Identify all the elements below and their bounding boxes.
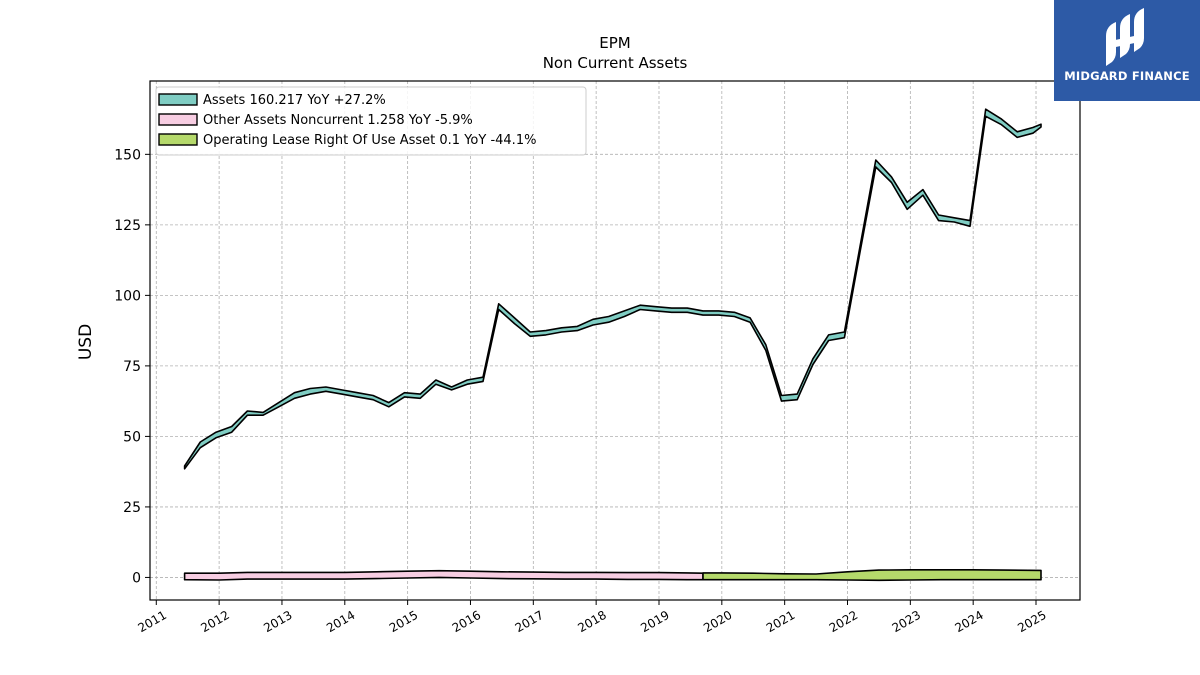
grid-layer xyxy=(150,81,1080,600)
x-tick-label: 2020 xyxy=(701,608,734,635)
x-tick-label: 2015 xyxy=(387,608,420,635)
chart-title-line-2: Non Current Assets xyxy=(543,54,688,72)
x-tick-label: 2011 xyxy=(136,608,169,635)
series-band-1 xyxy=(183,108,1042,470)
legend-label-1: Assets 160.217 YoY +27.2% xyxy=(203,93,386,108)
x-tick-label: 2018 xyxy=(575,608,608,635)
legend-label-3: Operating Lease Right Of Use Asset 0.1 Y… xyxy=(203,133,536,148)
x-tick-label: 2024 xyxy=(952,608,985,635)
y-tick-label: 150 xyxy=(114,147,141,163)
y-tick-label: 125 xyxy=(114,218,141,234)
x-tick-label: 2021 xyxy=(764,608,797,635)
x-tick-label: 2016 xyxy=(450,608,483,635)
y-tick-label: 25 xyxy=(123,500,141,516)
legend-box xyxy=(155,86,587,156)
x-tick-label: 2013 xyxy=(261,608,294,635)
axis-layer: 0 25 50 75 100 125 150 2011 2012 2013 2014 2015 2016… xyxy=(114,147,1048,635)
y-tick-label: 100 xyxy=(114,288,141,304)
x-tick-label: 2025 xyxy=(1015,608,1048,635)
y-tick-label: 0 xyxy=(132,570,141,586)
y-axis-label: USD xyxy=(76,324,96,360)
chart-title-line-1: EPM xyxy=(599,34,630,52)
x-tick-label: 2019 xyxy=(638,608,671,635)
series-band-3 xyxy=(702,569,1042,582)
midgard-finance-logo: MIDGARD FINANCE xyxy=(1054,0,1200,101)
midgard-logo-icon xyxy=(1106,8,1144,66)
x-tick-label: 2022 xyxy=(827,608,860,635)
legend-swatch-2 xyxy=(158,113,198,126)
x-tick-label: 2023 xyxy=(890,608,923,635)
series-layer xyxy=(183,108,1042,582)
y-tick-label: 50 xyxy=(123,429,141,445)
x-tick-label: 2017 xyxy=(513,608,546,635)
legend-label-2: Other Assets Noncurrent 1.258 YoY -5.9% xyxy=(203,113,473,128)
series-band-2 xyxy=(183,569,704,581)
legend-swatch-1 xyxy=(158,93,198,106)
x-tick-label: 2014 xyxy=(324,608,357,635)
legend-swatch-3 xyxy=(158,133,198,146)
legend: Assets 160.217 YoY +27.2% Other Assets No… xyxy=(155,86,587,156)
logo-text: MIDGARD FINANCE xyxy=(1064,69,1190,83)
y-tick-label: 75 xyxy=(123,359,141,375)
plot-frame xyxy=(149,80,1081,601)
x-tick-label: 2012 xyxy=(198,608,231,635)
